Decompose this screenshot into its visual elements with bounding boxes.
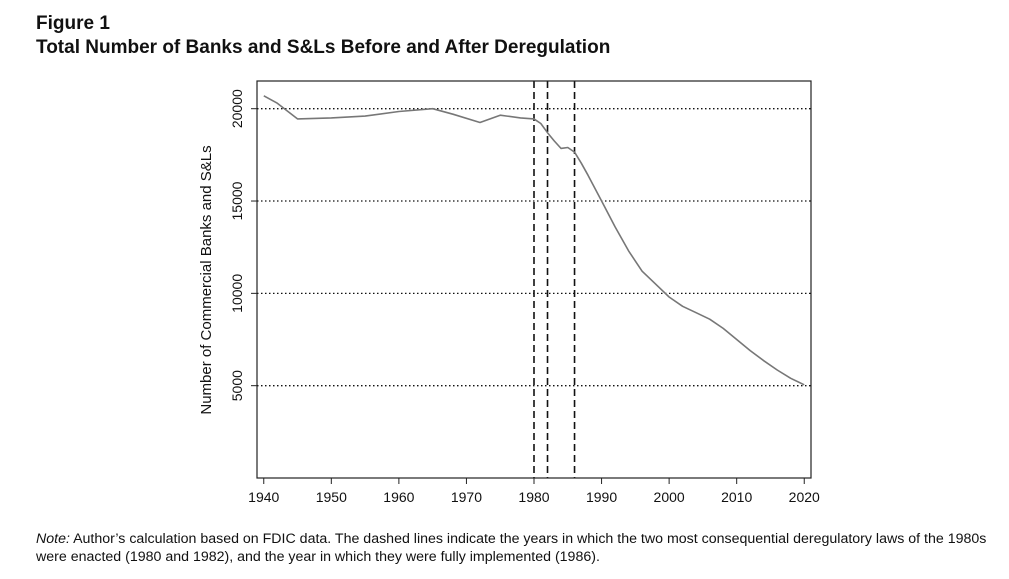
y-tick-label-15000: 15000 [229,181,245,220]
y-tick-label-20000: 20000 [229,89,245,128]
x-tick-label-2020: 2020 [789,489,820,505]
deregulation-markers [533,81,576,478]
x-tick-label-2000: 2000 [654,489,685,505]
y-tick-label-10000: 10000 [229,274,245,313]
figure-note: Note: Author’s calculation based on FDIC… [36,530,996,566]
y-axis-ticks: 5000 10000 15000 20000 [229,89,257,401]
figure-label: Figure 1 [36,13,110,34]
y-tick-label-5000: 5000 [229,370,245,401]
note-label: Note: [36,531,70,547]
x-tick-label-1940: 1940 [248,489,279,505]
x-tick-label-1960: 1960 [383,489,414,505]
series-lines [263,95,805,386]
x-tick-label-2010: 2010 [721,489,752,505]
y-axis-title: Number of Commercial Banks and S&Ls [198,145,215,414]
x-axis-ticks: 1940 1950 1960 1970 1980 1990 2000 2010 2020 [248,478,820,505]
x-tick-label-1970: 1970 [451,489,482,505]
series-line-0 [263,95,805,386]
x-tick-label-1950: 1950 [316,489,347,505]
figure-title: Total Number of Banks and S&Ls Before an… [36,37,611,58]
x-tick-label-1980: 1980 [518,489,549,505]
note-text: Author’s calculation based on FDIC data.… [36,531,987,565]
x-tick-label-1990: 1990 [586,489,617,505]
